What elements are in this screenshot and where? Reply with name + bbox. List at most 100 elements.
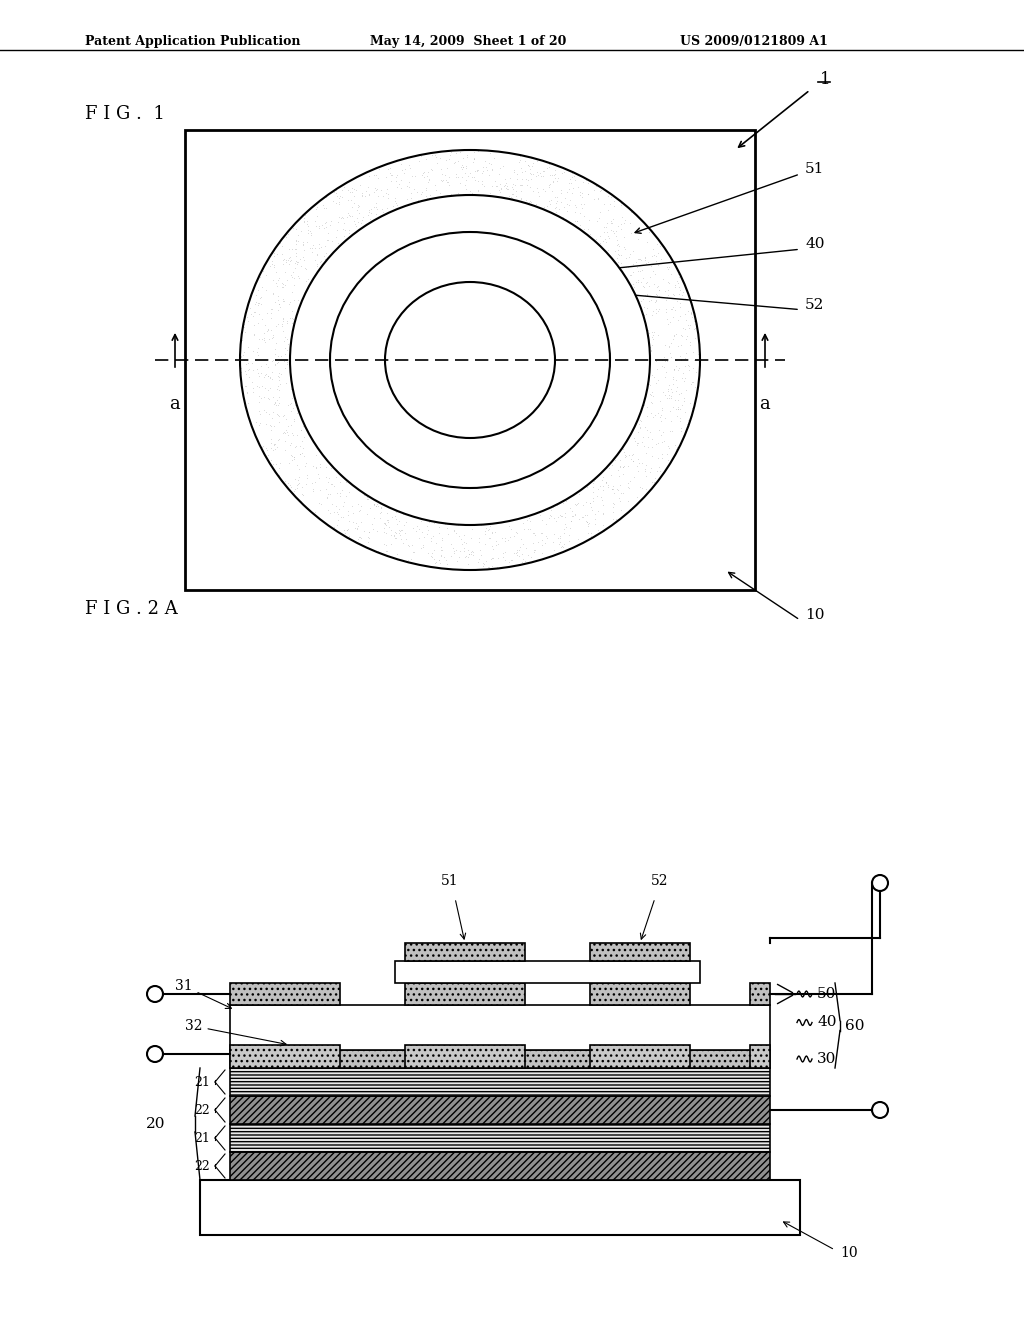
Point [549, 191, 565, 213]
Point [666, 329, 682, 350]
Point [332, 483, 348, 504]
Point [387, 187, 403, 209]
Point [609, 239, 626, 260]
Point [632, 249, 648, 271]
Point [480, 255, 497, 276]
Point [440, 248, 457, 269]
Point [408, 442, 424, 463]
Point [460, 463, 476, 484]
Point [578, 491, 594, 512]
Point [395, 532, 412, 553]
Point [509, 523, 525, 544]
Point [396, 300, 413, 321]
Point [511, 545, 527, 566]
Point [252, 288, 268, 309]
Point [540, 259, 556, 280]
Point [535, 405, 551, 426]
Point [504, 183, 520, 205]
Point [571, 535, 588, 556]
Point [673, 417, 689, 438]
Point [642, 267, 658, 288]
Point [343, 286, 359, 308]
Point [451, 271, 467, 292]
Point [266, 246, 283, 267]
Point [612, 455, 629, 477]
Point [407, 454, 423, 475]
Point [387, 166, 403, 187]
Point [433, 236, 450, 257]
Point [469, 248, 485, 269]
Point [578, 355, 594, 376]
Point [263, 253, 280, 275]
Point [298, 453, 314, 474]
Point [484, 176, 501, 197]
Point [459, 253, 475, 275]
Point [419, 255, 435, 276]
Point [388, 428, 404, 449]
Point [649, 433, 666, 454]
Point [366, 540, 382, 561]
Point [350, 195, 367, 216]
Point [468, 436, 484, 457]
Point [282, 246, 298, 267]
Point [639, 397, 655, 418]
Point [445, 537, 462, 558]
Point [571, 286, 588, 308]
Point [308, 243, 325, 264]
Point [383, 524, 399, 545]
Point [680, 301, 696, 322]
Point [671, 284, 687, 305]
Point [266, 433, 283, 454]
Point [539, 302, 555, 323]
Point [308, 215, 325, 236]
Point [336, 224, 352, 246]
Point [553, 405, 569, 426]
Point [551, 418, 567, 440]
Point [583, 341, 599, 362]
Point [556, 413, 572, 434]
Point [291, 267, 307, 288]
Point [503, 519, 519, 540]
Point [278, 440, 294, 461]
Point [469, 161, 485, 182]
Point [417, 248, 433, 269]
Point [271, 393, 288, 414]
Point [366, 494, 382, 515]
Point [539, 308, 555, 329]
Point [642, 337, 658, 358]
Point [526, 540, 543, 561]
Point [393, 446, 410, 467]
Point [596, 325, 612, 346]
Point [511, 269, 527, 290]
Point [447, 539, 464, 560]
Point [289, 253, 305, 275]
Point [687, 318, 703, 339]
Point [575, 206, 592, 227]
Point [461, 232, 477, 253]
Point [579, 511, 595, 532]
Point [597, 471, 613, 492]
Point [361, 269, 378, 290]
Point [470, 160, 486, 181]
Point [670, 335, 686, 356]
Point [404, 541, 421, 562]
Point [280, 269, 296, 290]
Point [646, 367, 663, 388]
Point [421, 426, 437, 447]
Point [350, 492, 367, 513]
Point [626, 261, 642, 282]
Point [677, 318, 693, 339]
Point [269, 346, 286, 367]
Point [488, 529, 505, 550]
Point [458, 234, 474, 255]
Point [513, 458, 529, 479]
Point [595, 322, 611, 343]
Point [666, 359, 682, 380]
Point [264, 351, 281, 372]
Point [572, 399, 589, 420]
Point [317, 186, 334, 207]
Point [398, 440, 415, 461]
Point [270, 379, 287, 400]
Point [372, 297, 388, 318]
Point [381, 372, 397, 393]
